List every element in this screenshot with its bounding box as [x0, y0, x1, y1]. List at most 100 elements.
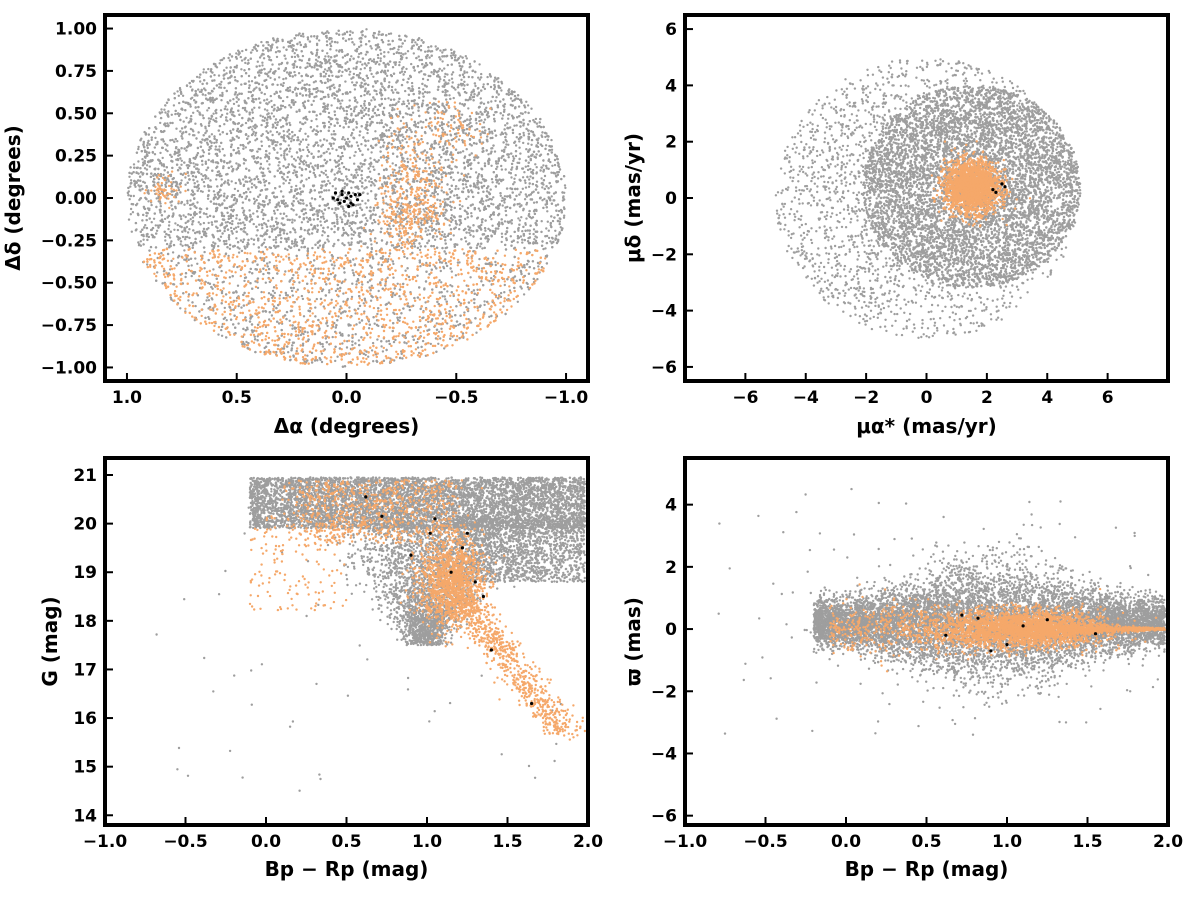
- field-point: [225, 239, 228, 243]
- field-point: [234, 152, 238, 155]
- field-point: [412, 52, 415, 55]
- field-point: [524, 181, 527, 185]
- field-point: [499, 194, 502, 197]
- field-point: [394, 88, 397, 91]
- field-point: [319, 90, 322, 93]
- field-point: [239, 55, 242, 59]
- field-point: [293, 70, 296, 74]
- field-point: [262, 57, 266, 60]
- field-point: [304, 161, 308, 164]
- field-point: [390, 132, 393, 135]
- field-point: [260, 40, 263, 44]
- field-point: [527, 142, 530, 145]
- field-point: [220, 178, 223, 181]
- field-point: [318, 39, 321, 42]
- field-point: [275, 195, 279, 199]
- field-point: [236, 265, 239, 269]
- field-point: [276, 208, 279, 212]
- field-point: [524, 186, 528, 189]
- field-point: [347, 241, 350, 244]
- field-point: [549, 160, 552, 164]
- field-point: [285, 71, 289, 74]
- field-point: [372, 75, 375, 79]
- field-point: [300, 221, 304, 224]
- field-point: [333, 264, 336, 267]
- field-point: [189, 218, 192, 221]
- field-point: [179, 243, 182, 246]
- field-point: [550, 195, 553, 198]
- field-point: [443, 295, 446, 298]
- field-point: [302, 332, 305, 336]
- field-point: [367, 109, 370, 113]
- field-point: [137, 160, 140, 163]
- field-point: [132, 163, 136, 166]
- field-point: [546, 220, 549, 223]
- field-point: [448, 224, 451, 227]
- field-point: [465, 185, 468, 189]
- field-point: [375, 93, 378, 96]
- field-point: [302, 148, 305, 152]
- field-point: [369, 299, 373, 302]
- field-point: [497, 80, 500, 84]
- field-point: [200, 235, 203, 239]
- field-point: [490, 164, 493, 167]
- field-point: [388, 81, 391, 84]
- field-point: [388, 112, 391, 115]
- field-point: [502, 305, 505, 308]
- field-point: [536, 278, 539, 281]
- field-point: [363, 67, 366, 70]
- field-point: [495, 90, 499, 93]
- field-point: [351, 269, 354, 272]
- field-point: [286, 95, 289, 99]
- field-point: [357, 76, 361, 79]
- field-point: [325, 150, 328, 153]
- field-point: [414, 231, 417, 234]
- field-point: [247, 80, 251, 83]
- field-point: [377, 113, 381, 117]
- field-point: [178, 101, 181, 105]
- field-point: [224, 221, 227, 224]
- field-point: [215, 178, 218, 181]
- field-point: [411, 85, 414, 88]
- field-point: [550, 148, 554, 151]
- field-point: [428, 91, 431, 94]
- field-point: [254, 47, 257, 51]
- field-point: [244, 146, 247, 149]
- field-point: [235, 237, 238, 240]
- field-point: [372, 165, 375, 168]
- field-point: [405, 56, 408, 60]
- field-point: [276, 46, 279, 49]
- field-point: [179, 307, 182, 310]
- field-point: [147, 200, 150, 203]
- field-point: [130, 230, 133, 233]
- field-point: [342, 109, 346, 112]
- field-point: [493, 85, 497, 89]
- field-point: [557, 209, 561, 213]
- field-point: [305, 146, 309, 149]
- field-point: [350, 241, 353, 244]
- field-point: [391, 106, 394, 110]
- field-point: [228, 59, 232, 62]
- field-point: [386, 69, 390, 72]
- field-point: [291, 218, 294, 221]
- field-point: [207, 158, 210, 162]
- field-point: [324, 169, 327, 172]
- field-point: [472, 230, 475, 233]
- field-point: [202, 174, 205, 178]
- field-point: [164, 239, 167, 242]
- field-point: [213, 141, 216, 145]
- field-point: [199, 80, 202, 83]
- field-point: [434, 45, 437, 48]
- field-point: [315, 297, 318, 301]
- field-point: [540, 166, 543, 169]
- field-point: [454, 54, 457, 57]
- field-point: [190, 89, 194, 92]
- field-point: [340, 151, 344, 155]
- field-point: [254, 139, 257, 142]
- field-point: [372, 360, 375, 363]
- field-point: [467, 172, 470, 176]
- field-point: [371, 121, 374, 124]
- field-point: [204, 94, 207, 97]
- field-point: [391, 192, 394, 195]
